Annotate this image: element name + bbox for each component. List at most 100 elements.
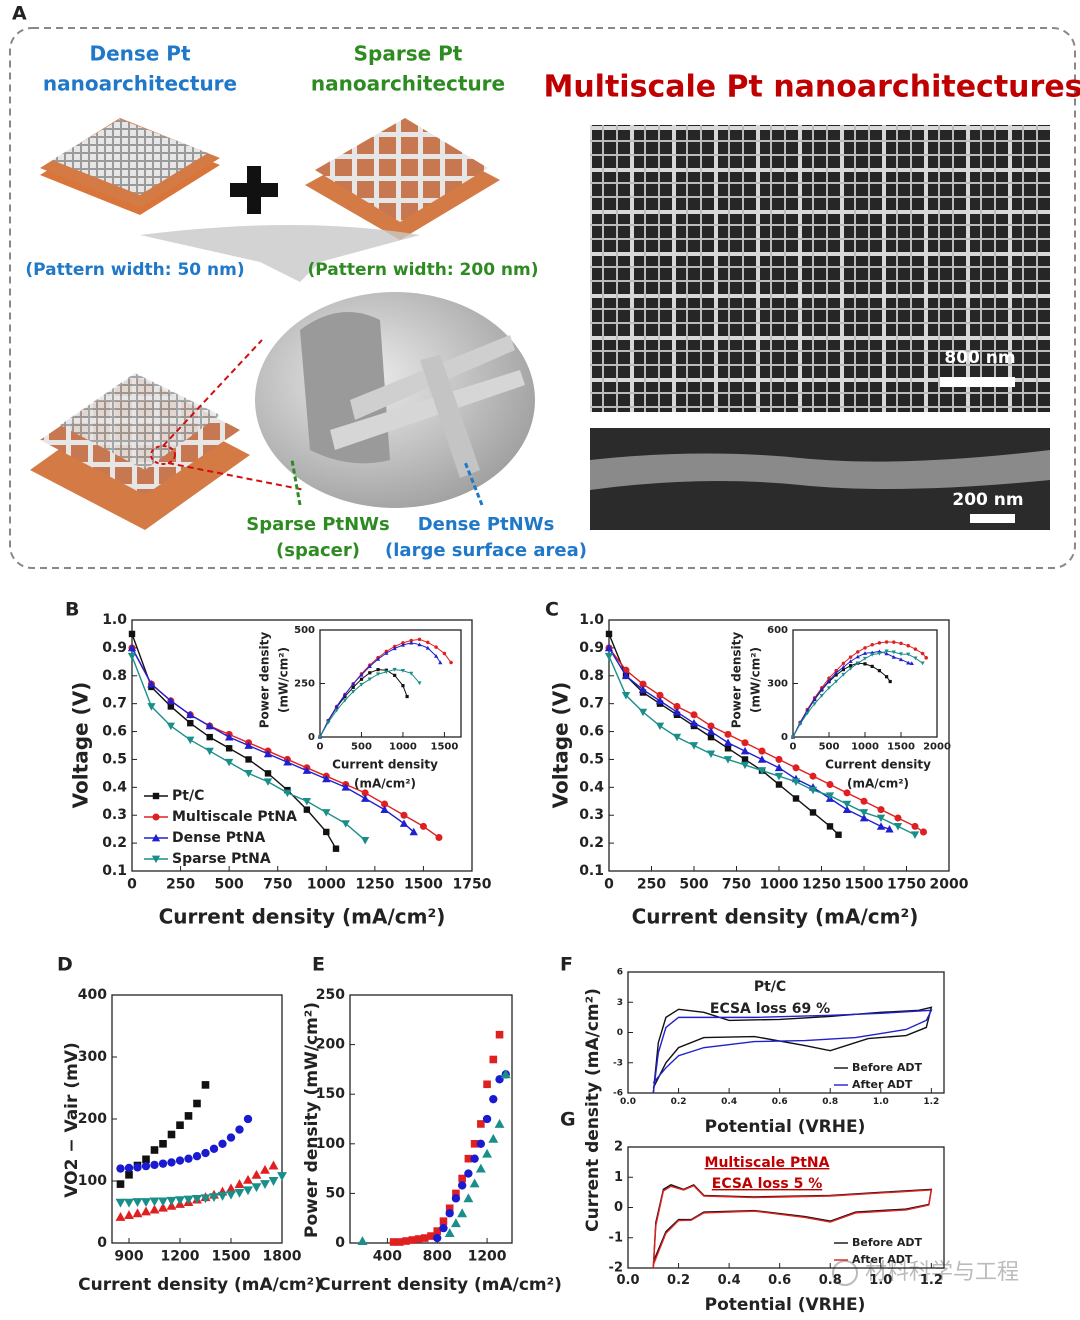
x-tick-label: 750: [722, 876, 751, 892]
marker: [408, 1236, 417, 1244]
marker: [877, 806, 885, 814]
x-tick-label: 1500: [404, 876, 443, 892]
x-tick-label: 750: [263, 876, 292, 892]
y-tick-label: 1.0: [579, 612, 604, 628]
marker: [417, 681, 422, 686]
x-tick-label: 1000: [851, 742, 879, 753]
marker: [127, 643, 137, 652]
marker: [159, 1140, 167, 1148]
marker: [244, 770, 253, 778]
marker: [812, 696, 817, 701]
marker: [826, 823, 834, 830]
marker: [392, 667, 397, 672]
x-tick-label: 1250: [802, 876, 841, 892]
y-tick-label: 0.7: [102, 696, 127, 712]
y-tick-label: 0: [781, 732, 788, 743]
x-tick-label: 0.4: [718, 1273, 741, 1288]
marker: [243, 1174, 253, 1184]
marker: [464, 1154, 473, 1163]
marker: [870, 652, 875, 657]
marker: [826, 781, 834, 789]
series-line: [652, 1009, 933, 1094]
y-tick-label: 0.5: [102, 751, 127, 767]
x-tick-label: 0.6: [772, 1097, 788, 1107]
y-tick-label: 0.3: [579, 807, 604, 823]
marker: [149, 1204, 160, 1214]
marker: [263, 778, 273, 786]
panel-a: A Dense Pt nanoarchitecture Sparse Pt na…: [9, 3, 1080, 569]
marker: [913, 647, 918, 651]
marker: [396, 1238, 404, 1246]
x-tick-label: 1500: [845, 876, 884, 892]
marker: [384, 670, 389, 675]
marker: [342, 698, 347, 703]
marker: [464, 1169, 473, 1178]
marker: [326, 720, 331, 725]
marker: [775, 781, 783, 788]
x-tick-label: 1800: [263, 1248, 302, 1264]
y-tick-label: 0.6: [579, 724, 604, 740]
x-tick-label: 1500: [212, 1248, 251, 1264]
sparse-wires: (spacer): [276, 540, 360, 561]
legend-label: Dense PtNA: [172, 830, 265, 846]
marker: [376, 667, 380, 672]
marker: [689, 719, 699, 727]
y-tick-label: 3: [617, 998, 623, 1008]
marker: [420, 1234, 429, 1242]
sparse-title: nanoarchitecture: [311, 72, 505, 96]
marker: [457, 1181, 467, 1190]
marker: [841, 672, 846, 677]
y-tick-label: 0.9: [579, 640, 604, 656]
y-tick-label: 0: [617, 1028, 623, 1038]
marker: [234, 1188, 245, 1198]
marker: [141, 1198, 151, 1208]
marker: [392, 646, 397, 651]
marker: [758, 747, 766, 755]
marker: [449, 660, 453, 665]
marker: [149, 1197, 160, 1207]
marker: [419, 822, 427, 830]
x-axis-label: Potential (VRHE): [705, 1117, 866, 1137]
marker: [409, 827, 418, 836]
panel-label: C: [545, 599, 559, 621]
x-tick-label: 250: [166, 876, 195, 892]
legend-marker: [152, 792, 160, 800]
x-axis-label: Current density (mA/cm²): [632, 905, 919, 929]
marker: [184, 1112, 193, 1120]
marker: [264, 770, 272, 777]
x-tick-label: 2000: [930, 876, 969, 892]
marker: [638, 685, 648, 694]
marker: [158, 1197, 168, 1207]
marker: [381, 800, 389, 808]
scale-label: 200 nm: [952, 490, 1023, 510]
legend-label: Before ADT: [852, 1236, 923, 1249]
marker: [417, 637, 422, 642]
marker: [401, 641, 405, 645]
x-tick-label: 250: [637, 876, 666, 892]
x-tick-label: 0: [790, 742, 797, 753]
marker: [910, 831, 920, 839]
legend-label: Pt/C: [172, 788, 204, 804]
panel-frame: [9, 27, 1076, 569]
marker: [876, 814, 886, 823]
marker: [862, 656, 868, 661]
marker: [489, 1055, 498, 1064]
marker: [892, 640, 896, 644]
marker: [495, 1030, 504, 1039]
x-tick-label: 0: [127, 876, 137, 892]
legend-label: Multiscale PtNA: [172, 809, 297, 825]
marker: [477, 1120, 485, 1128]
marker: [124, 1210, 134, 1220]
marker: [848, 666, 853, 671]
inset-frame: [792, 629, 938, 738]
y-tick-label: 0: [614, 1200, 623, 1215]
marker: [115, 1198, 126, 1208]
x-tick-label: 1000: [389, 742, 417, 753]
marker: [812, 702, 817, 706]
marker: [621, 671, 631, 680]
x-tick-label: 0.6: [768, 1273, 791, 1288]
marker: [334, 704, 339, 709]
zoom-line: [162, 339, 263, 447]
marker: [859, 809, 869, 817]
marker: [899, 641, 903, 646]
